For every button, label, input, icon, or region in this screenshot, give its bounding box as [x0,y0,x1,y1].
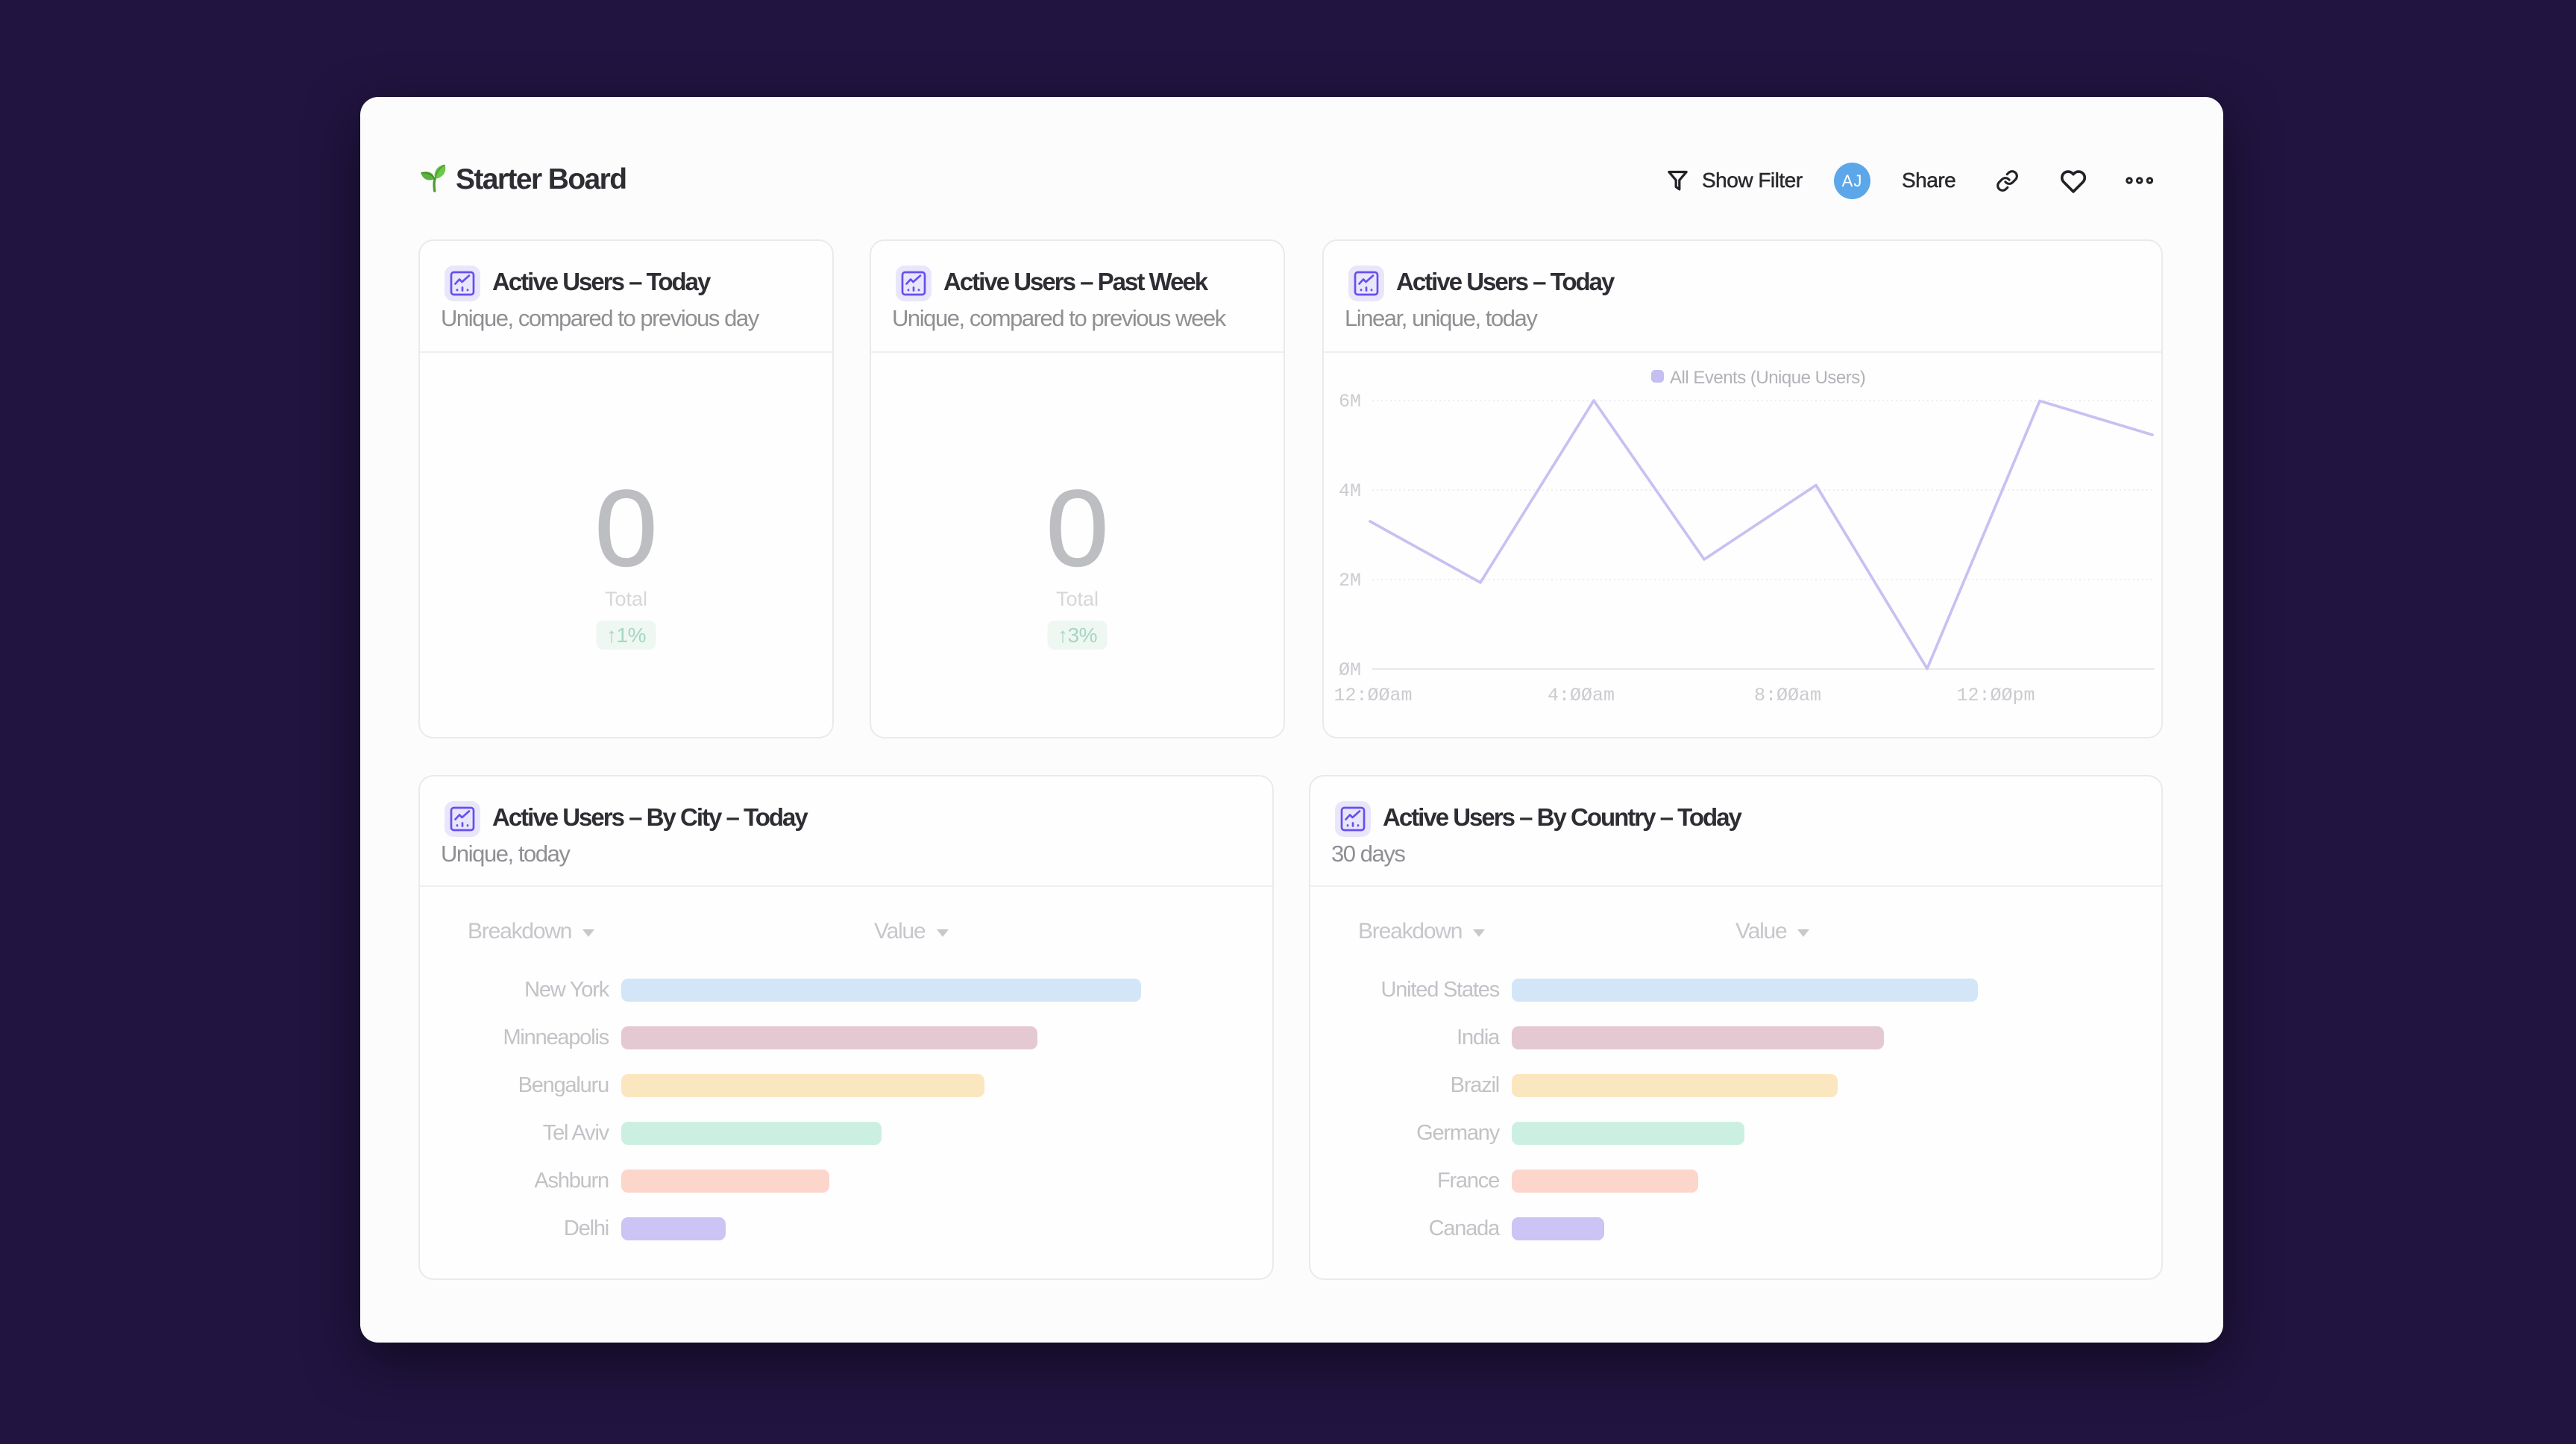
svg-text:All Events (Unique Users): All Events (Unique Users) [1670,368,1865,388]
svg-text:6M: 6M [1339,391,1361,412]
svg-text:ØM: ØM [1339,659,1361,681]
svg-text:2M: 2M [1339,570,1361,591]
svg-text:12:ØØpm: 12:ØØpm [1956,685,2035,706]
svg-text:4:ØØam: 4:ØØam [1548,685,1615,706]
svg-text:8:ØØam: 8:ØØam [1754,685,1821,706]
svg-text:12:ØØam: 12:ØØam [1333,685,1412,706]
svg-text:4M: 4M [1339,480,1361,502]
